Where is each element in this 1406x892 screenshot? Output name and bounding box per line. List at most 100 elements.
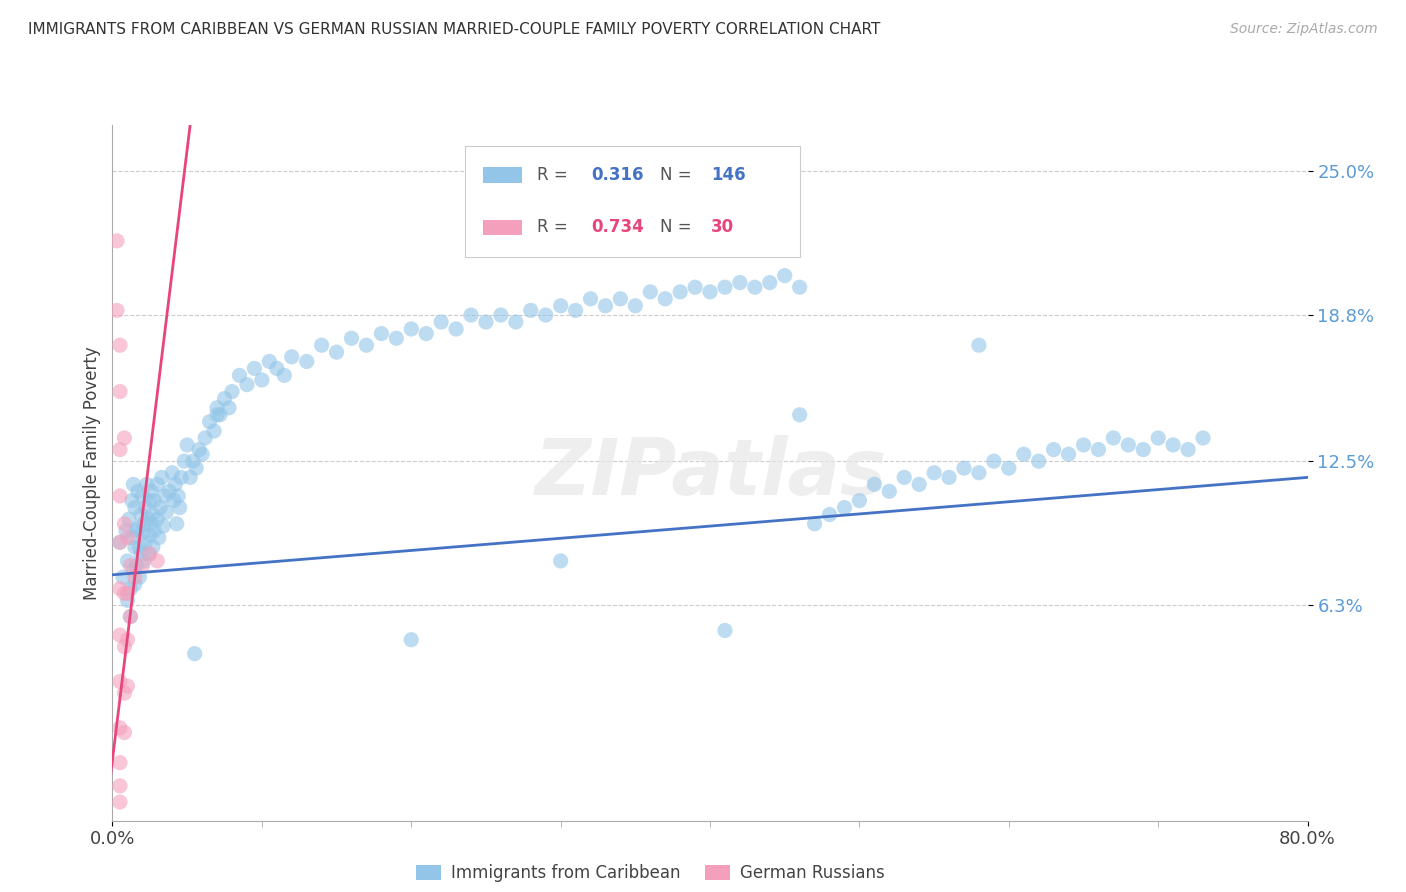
Point bbox=[129, 547, 152, 561]
Point bbox=[1177, 442, 1199, 457]
Point bbox=[108, 442, 131, 457]
Point bbox=[108, 628, 131, 642]
Point bbox=[773, 268, 796, 283]
Point bbox=[1042, 442, 1064, 457]
Point bbox=[415, 326, 437, 341]
Point bbox=[520, 303, 543, 318]
Point bbox=[609, 292, 631, 306]
Point bbox=[134, 500, 156, 515]
FancyBboxPatch shape bbox=[484, 219, 523, 235]
Point bbox=[444, 322, 467, 336]
Point bbox=[114, 686, 135, 700]
Point bbox=[114, 431, 135, 445]
Point bbox=[188, 442, 211, 457]
Point bbox=[744, 280, 766, 294]
Point bbox=[121, 493, 143, 508]
Point bbox=[114, 725, 135, 739]
Point bbox=[125, 558, 148, 573]
Point bbox=[153, 489, 176, 503]
Point bbox=[638, 285, 662, 299]
Point bbox=[165, 477, 187, 491]
Point bbox=[105, 303, 128, 318]
Point bbox=[108, 721, 131, 735]
Point bbox=[139, 528, 162, 542]
Point bbox=[173, 454, 195, 468]
Point bbox=[141, 516, 163, 531]
Point bbox=[108, 384, 131, 399]
Point bbox=[311, 338, 333, 352]
Point bbox=[155, 505, 177, 519]
Text: 30: 30 bbox=[711, 219, 734, 236]
Point bbox=[115, 524, 138, 538]
Point bbox=[922, 466, 945, 480]
Point bbox=[120, 558, 142, 573]
Point bbox=[579, 292, 602, 306]
Text: Source: ZipAtlas.com: Source: ZipAtlas.com bbox=[1230, 22, 1378, 37]
Point bbox=[131, 526, 153, 541]
Point bbox=[131, 489, 153, 503]
Point bbox=[401, 632, 423, 647]
Point bbox=[108, 582, 131, 596]
Point bbox=[834, 500, 856, 515]
Point bbox=[152, 519, 174, 533]
Point bbox=[139, 547, 162, 561]
Point bbox=[893, 470, 915, 484]
Point bbox=[108, 535, 131, 549]
Point bbox=[166, 516, 188, 531]
Point bbox=[1161, 438, 1184, 452]
Point bbox=[218, 401, 240, 415]
Point bbox=[759, 276, 782, 290]
Point bbox=[132, 516, 155, 531]
Point bbox=[236, 377, 259, 392]
Point bbox=[967, 338, 990, 352]
Point bbox=[132, 554, 155, 568]
Point bbox=[789, 408, 811, 422]
Point bbox=[120, 609, 142, 624]
Point bbox=[669, 285, 692, 299]
Point bbox=[385, 331, 408, 345]
Point bbox=[1073, 438, 1095, 452]
Point bbox=[127, 484, 149, 499]
Point bbox=[108, 489, 131, 503]
Point bbox=[699, 285, 721, 299]
Point bbox=[624, 299, 647, 313]
Point bbox=[281, 350, 304, 364]
Point bbox=[460, 308, 482, 322]
Point bbox=[179, 470, 201, 484]
Point bbox=[728, 276, 751, 290]
Point bbox=[111, 570, 134, 584]
Point bbox=[273, 368, 295, 383]
Point bbox=[124, 500, 146, 515]
Point bbox=[146, 554, 169, 568]
Point bbox=[141, 484, 163, 499]
Point bbox=[401, 322, 423, 336]
Point bbox=[505, 315, 527, 329]
Point bbox=[259, 354, 281, 368]
Point bbox=[142, 508, 165, 522]
FancyBboxPatch shape bbox=[465, 145, 800, 257]
Point bbox=[108, 795, 131, 809]
Point bbox=[489, 308, 512, 322]
Point bbox=[135, 477, 157, 491]
Point bbox=[138, 547, 160, 561]
Point bbox=[170, 470, 193, 484]
Point bbox=[149, 500, 172, 515]
Point bbox=[475, 315, 498, 329]
Text: N =: N = bbox=[659, 219, 697, 236]
Point bbox=[142, 540, 165, 554]
Point bbox=[108, 535, 131, 549]
Point bbox=[176, 438, 198, 452]
Point bbox=[998, 461, 1021, 475]
Point bbox=[803, 516, 825, 531]
Point bbox=[105, 234, 128, 248]
Point bbox=[1057, 447, 1080, 461]
Point bbox=[146, 477, 169, 491]
Point bbox=[295, 354, 318, 368]
Point bbox=[124, 540, 146, 554]
Point bbox=[208, 408, 231, 422]
Point bbox=[150, 470, 173, 484]
Point bbox=[250, 373, 273, 387]
Point bbox=[228, 368, 250, 383]
Point bbox=[148, 531, 170, 545]
Point bbox=[848, 493, 870, 508]
